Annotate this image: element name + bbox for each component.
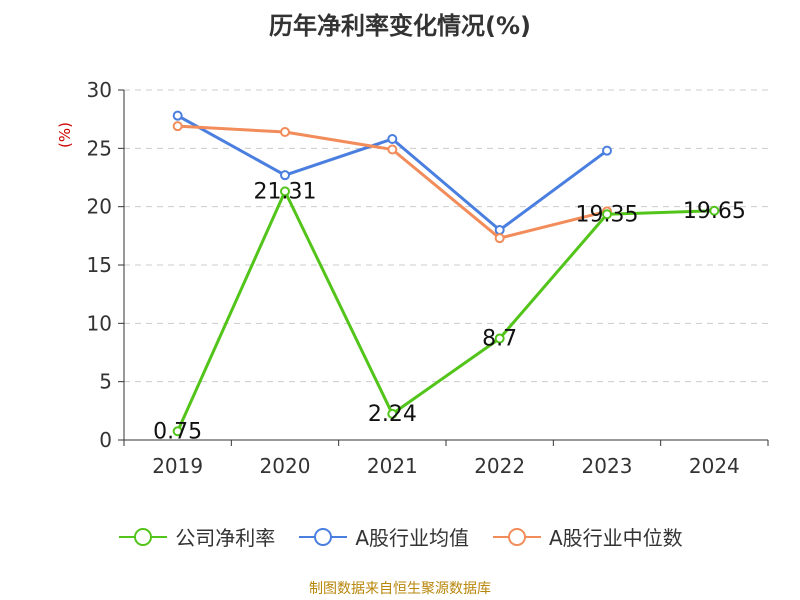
- y-tick-label: 15: [87, 253, 112, 277]
- data-label-net-margin: 0.75: [153, 419, 202, 444]
- chart-title: 历年净利率变化情况(%): [269, 12, 531, 40]
- legend-swatch-net-margin-icon: [119, 527, 168, 546]
- data-source-note: 制图数据来自恒生聚源数据库: [309, 581, 491, 597]
- data-point-net-margin: [602, 209, 612, 220]
- data-point-industry-avg: [172, 110, 183, 121]
- legend-item-industry-median[interactable]: A股行业中位数: [491, 522, 683, 551]
- x-tick-label: 2024: [689, 454, 740, 478]
- legend-item-industry-avg[interactable]: A股行业均值: [297, 522, 469, 551]
- y-tick-label: 30: [87, 78, 112, 102]
- data-point-net-margin: [494, 333, 505, 344]
- data-point-net-margin: [387, 408, 398, 419]
- data-label-net-margin: 21.31: [254, 179, 317, 204]
- legend-label-net-margin: 公司净利率: [175, 526, 276, 550]
- y-tick-label: 0: [99, 428, 112, 452]
- data-point-net-margin: [280, 186, 290, 197]
- legend-label-industry-median: A股行业中位数: [549, 526, 683, 550]
- x-tick-label: 2021: [367, 454, 418, 478]
- data-point-industry-median: [494, 233, 505, 244]
- data-point-industry-avg: [280, 170, 290, 181]
- data-point-industry-median: [280, 127, 290, 137]
- data-point-industry-avg: [387, 134, 398, 144]
- y-tick-label: 25: [87, 136, 112, 160]
- legend-swatch-industry-median-icon: [493, 527, 541, 546]
- data-point-net-margin: [172, 426, 183, 437]
- legend-swatch-industry-avg-icon: [299, 527, 348, 546]
- x-tick-label: 2022: [474, 454, 525, 478]
- y-tick-label: 10: [87, 311, 112, 335]
- data-label-net-margin: 8.7: [482, 327, 517, 352]
- data-point-industry-median: [172, 121, 183, 132]
- series-line-industry-avg: [176, 114, 608, 232]
- legend-label-industry-avg: A股行业均值: [355, 526, 469, 550]
- legend-item-net-margin[interactable]: 公司净利率: [117, 522, 275, 551]
- data-point-industry-median: [387, 144, 398, 155]
- y-tick-label: 20: [87, 195, 112, 219]
- data-point-industry-avg: [602, 145, 612, 156]
- data-label-net-margin: 19.35: [576, 202, 639, 227]
- x-tick-label: 2020: [260, 454, 311, 478]
- y-tick-label: 5: [99, 370, 112, 394]
- data-label-net-margin: 2.24: [368, 402, 417, 427]
- data-label-net-margin: 19.65: [683, 199, 746, 224]
- x-tick-label: 2019: [152, 454, 203, 478]
- series-line-net-margin: [176, 189, 715, 432]
- legend: 公司净利率 A股行业均值 A股行业中位数: [0, 522, 800, 551]
- data-point-industry-avg: [494, 225, 505, 235]
- data-point-net-margin: [709, 205, 720, 216]
- x-tick-label: 2023: [582, 454, 633, 478]
